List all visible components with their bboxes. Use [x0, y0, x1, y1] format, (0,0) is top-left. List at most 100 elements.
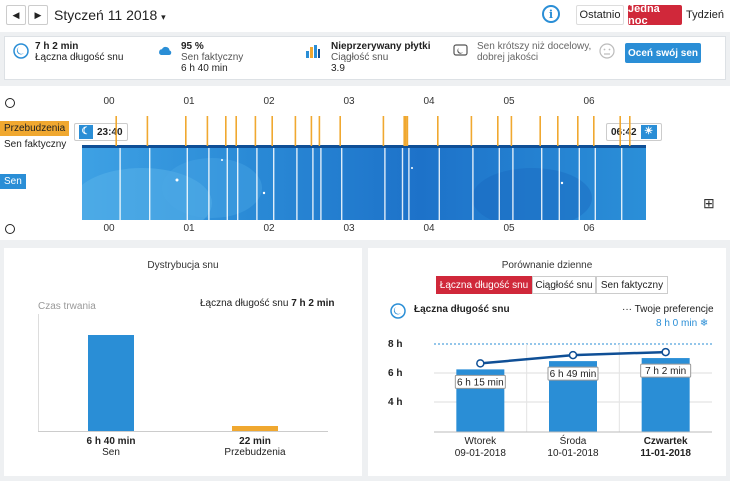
awake-marks — [115, 116, 631, 146]
category-date-label: 10-01-2018 — [547, 448, 599, 459]
hour-label: 00 — [103, 96, 115, 107]
sleep-bar[interactable] — [88, 335, 134, 431]
awake-mark — [235, 116, 237, 146]
sleep-bar-label: Sen — [102, 447, 120, 458]
next-day-button[interactable]: ▶ — [28, 5, 48, 25]
info-icon[interactable]: i — [542, 5, 560, 23]
wake-line — [401, 148, 404, 220]
date-selector[interactable]: Styczeń 11 2018 ▾ — [54, 7, 166, 23]
wake-line — [472, 148, 474, 220]
moon-bubble-icon — [453, 44, 468, 56]
crop-icon[interactable]: ⊞ — [703, 195, 715, 211]
distribution-panel: Dystrybucja snu Czas trwania Łączna dług… — [4, 248, 362, 476]
hour-label: 04 — [423, 96, 435, 107]
preference-label: ··· Twoje preferencje — [622, 304, 714, 315]
awake-mark — [437, 116, 439, 146]
distribution-total-value: 7 h 2 min — [291, 298, 335, 309]
wake-line — [186, 148, 188, 220]
value-label-box — [547, 366, 599, 381]
awake-mark — [185, 116, 187, 146]
top-bar: ◀ ▶ Styczeń 11 2018 ▾ i Ostatnio Jedna n… — [0, 0, 730, 32]
sleep-clock-icon — [390, 303, 406, 319]
awake-mark — [510, 116, 513, 146]
awake-mark — [405, 116, 407, 146]
triangle-right-icon: ▶ — [34, 9, 42, 20]
wake-line — [438, 148, 440, 220]
continuity-summary: Nieprzerywany płytki Ciągłość snu 3.9 — [331, 41, 441, 74]
wake-line — [621, 148, 623, 220]
hour-label: 05 — [503, 96, 515, 107]
total-sleep-summary: 7 h 2 min Łączna długość snu — [35, 41, 123, 63]
category-date-label: 11-01-2018 — [640, 448, 691, 459]
sleep-advice: Sen krótszy niż docelowy, dobrej jakości — [477, 41, 592, 63]
range-week-button[interactable]: Tydzień — [686, 9, 724, 21]
awake-mark — [382, 116, 385, 146]
distribution-total: Łączna długość snu 7 h 2 min — [200, 298, 335, 309]
sleep-clock-icon — [13, 43, 29, 59]
x-axis-line — [38, 431, 328, 432]
wake-line — [273, 148, 275, 220]
awake-bar[interactable] — [232, 425, 278, 431]
sleep-row-label: Sen — [0, 174, 26, 189]
continuity-score: 3.9 — [331, 63, 345, 74]
awake-mark — [557, 116, 559, 146]
trend-point[interactable] — [476, 359, 485, 368]
y-tick-label: 6 h — [388, 368, 402, 379]
awake-mark — [310, 116, 313, 146]
preference-value-wrap: 8 h 0 min ❄ — [656, 318, 708, 329]
continuity-value: Nieprzerywany płytki — [331, 41, 431, 52]
actual-sleep-duration: 6 h 40 min — [181, 63, 228, 74]
awake-bar-caption: 22 min Przebudzenia — [205, 436, 305, 458]
tab-total-sleep[interactable]: Łączna długość snu — [436, 276, 532, 294]
moon-icon: ☾ — [79, 125, 93, 139]
y-tick-label: 4 h — [388, 397, 402, 408]
neutral-face-icon[interactable] — [599, 43, 615, 59]
awake-mark — [619, 116, 621, 146]
sleep-summary: 7 h 2 min Łączna długość snu 95 % Sen fa… — [4, 36, 726, 80]
wake-line — [558, 148, 560, 220]
wake-line — [237, 148, 239, 220]
range-recent-button[interactable]: Ostatnio — [576, 5, 624, 25]
tab-continuity[interactable]: Ciągłość snu — [532, 276, 596, 294]
trend-point[interactable] — [661, 347, 670, 357]
preference-label-text: Twoje preferencje — [634, 304, 714, 315]
wake-line — [498, 148, 500, 220]
awake-mark — [406, 116, 409, 146]
wake-line — [119, 148, 121, 220]
sleep-end-time: 06:42 — [611, 126, 637, 138]
actual-sleep-value: 95 % — [181, 41, 204, 52]
sleep-area — [82, 148, 646, 220]
sleep-bar-value: 6 h 40 min — [86, 436, 136, 447]
wake-line — [341, 148, 343, 220]
tab-actual-sleep[interactable]: Sen faktyczny — [596, 276, 668, 294]
dotted-line-icon: ··· — [622, 304, 632, 315]
rate-sleep-button[interactable]: Oceń swój sen — [625, 43, 701, 63]
wake-line — [256, 148, 258, 220]
awake-mark — [577, 116, 579, 146]
awake-mark — [593, 116, 595, 146]
duration-axis-label: Czas trwania — [38, 301, 96, 312]
hour-label: 03 — [343, 223, 355, 234]
prev-day-button[interactable]: ◀ — [6, 5, 26, 25]
awake-mark — [539, 116, 541, 146]
wake-line — [578, 148, 580, 220]
wake-line — [384, 148, 386, 220]
range-one-night-button[interactable]: Jedna noc — [628, 3, 682, 27]
distribution-total-prefix: Łączna długość snu — [200, 298, 289, 309]
snowflake-icon: ❄ — [699, 318, 709, 329]
awake-mark — [470, 116, 473, 146]
actual-sleep-label: Sen faktyczny — [181, 52, 244, 63]
awake-mark — [403, 116, 405, 146]
awake-mark — [339, 116, 341, 146]
sleep-start-chip[interactable]: ☾ 23:40 — [74, 123, 128, 141]
date-title: Styczeń 11 2018 — [54, 7, 158, 23]
comparison-metric-title: Łączna długość snu — [414, 304, 510, 315]
wake-line — [512, 148, 514, 220]
trend-point[interactable] — [568, 350, 578, 360]
hour-label: 02 — [263, 96, 275, 107]
wake-line — [408, 148, 410, 220]
value-label-box — [640, 363, 692, 378]
awake-mark — [225, 116, 227, 146]
awake-bar-label: Przebudzenia — [224, 447, 286, 458]
category-day-label: Czwartek — [644, 436, 688, 447]
